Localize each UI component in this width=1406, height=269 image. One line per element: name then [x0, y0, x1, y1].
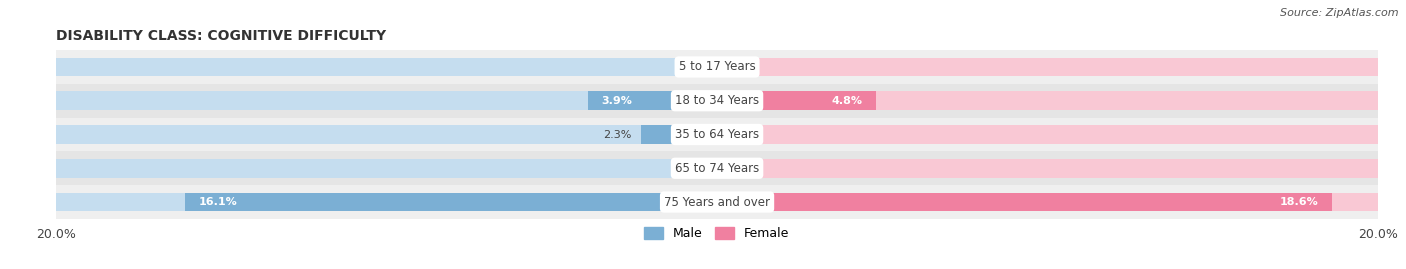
Text: 5 to 17 Years: 5 to 17 Years [679, 61, 755, 73]
Text: 3.9%: 3.9% [602, 96, 633, 106]
Text: 0.0%: 0.0% [679, 62, 707, 72]
Bar [56, 91, 717, 110]
Text: 75 Years and over: 75 Years and over [664, 196, 770, 208]
Bar [717, 193, 1331, 211]
Bar [56, 193, 717, 211]
Text: 18 to 34 Years: 18 to 34 Years [675, 94, 759, 107]
Text: 0.0%: 0.0% [727, 62, 755, 72]
Text: 35 to 64 Years: 35 to 64 Years [675, 128, 759, 141]
Text: 0.0%: 0.0% [727, 129, 755, 140]
Bar [717, 91, 1378, 110]
Bar [717, 91, 876, 110]
Bar [56, 58, 717, 76]
Bar [56, 118, 1378, 151]
Bar [56, 84, 1378, 118]
Bar [717, 159, 1378, 178]
Bar [56, 50, 1378, 84]
Text: 65 to 74 Years: 65 to 74 Years [675, 162, 759, 175]
Bar [717, 125, 1378, 144]
Bar [56, 185, 1378, 219]
Bar [588, 91, 717, 110]
Bar [186, 193, 717, 211]
Bar [56, 151, 1378, 185]
Text: DISABILITY CLASS: COGNITIVE DIFFICULTY: DISABILITY CLASS: COGNITIVE DIFFICULTY [56, 29, 387, 43]
Text: 4.8%: 4.8% [831, 96, 862, 106]
Text: 0.0%: 0.0% [679, 163, 707, 173]
Bar [56, 125, 717, 144]
Text: 2.3%: 2.3% [603, 129, 631, 140]
Bar [641, 125, 717, 144]
Text: 16.1%: 16.1% [198, 197, 238, 207]
Text: 0.0%: 0.0% [727, 163, 755, 173]
Text: Source: ZipAtlas.com: Source: ZipAtlas.com [1281, 8, 1399, 18]
Bar [717, 193, 1378, 211]
Text: 18.6%: 18.6% [1279, 197, 1319, 207]
Bar [56, 159, 717, 178]
Bar [717, 58, 1378, 76]
Legend: Male, Female: Male, Female [640, 222, 794, 245]
